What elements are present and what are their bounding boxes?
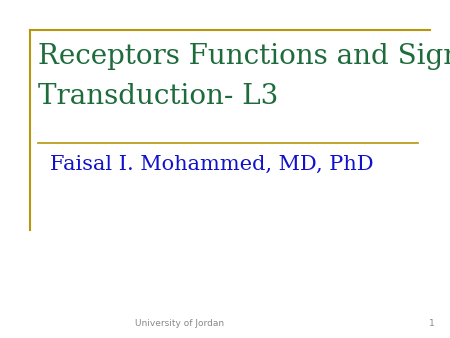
Text: Faisal I. Mohammed, MD, PhD: Faisal I. Mohammed, MD, PhD bbox=[50, 155, 374, 174]
Text: University of Jordan: University of Jordan bbox=[135, 319, 225, 328]
Text: Receptors Functions and Signal: Receptors Functions and Signal bbox=[38, 43, 450, 70]
Text: Transduction- L3: Transduction- L3 bbox=[38, 83, 278, 110]
Text: 1: 1 bbox=[429, 319, 435, 328]
